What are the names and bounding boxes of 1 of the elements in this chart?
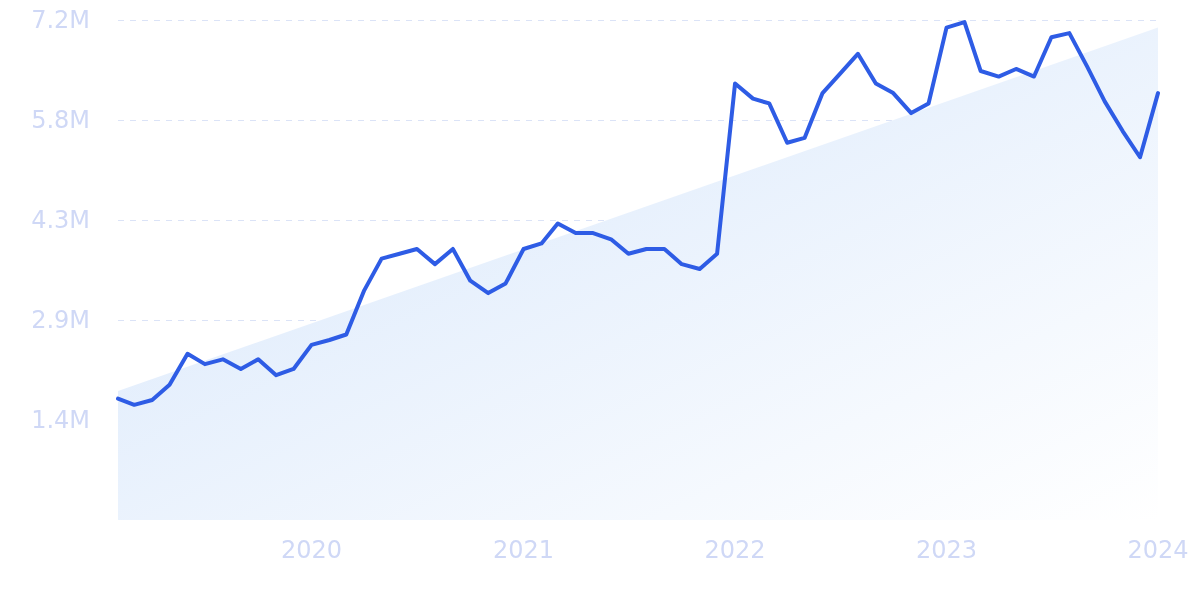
line-series [116,20,1160,407]
